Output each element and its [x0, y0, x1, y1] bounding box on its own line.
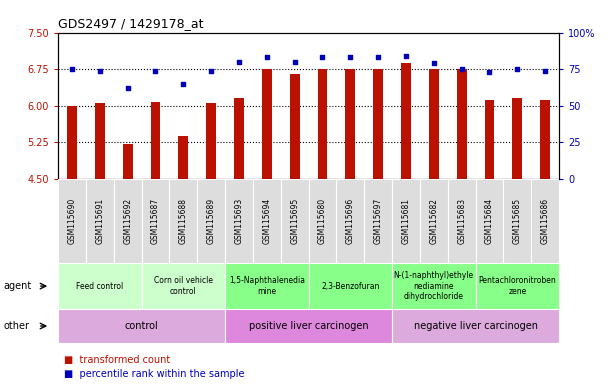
Text: GSM115681: GSM115681: [401, 198, 411, 244]
Bar: [392, 179, 420, 263]
Text: ■  transformed count: ■ transformed count: [64, 355, 170, 365]
Bar: [531, 179, 559, 263]
Bar: [513, 98, 522, 179]
Bar: [503, 179, 531, 263]
Bar: [123, 144, 133, 179]
Text: GSM115688: GSM115688: [179, 198, 188, 244]
Text: GDS2497 / 1429178_at: GDS2497 / 1429178_at: [58, 17, 203, 30]
Text: negative liver carcinogen: negative liver carcinogen: [414, 321, 538, 331]
Bar: [457, 69, 467, 179]
Point: [95, 68, 104, 74]
Text: 1,5-Naphthalenedia
mine: 1,5-Naphthalenedia mine: [229, 276, 305, 296]
Text: agent: agent: [3, 281, 31, 291]
Bar: [225, 179, 253, 263]
Bar: [290, 74, 299, 179]
Point: [123, 85, 133, 91]
Text: Corn oil vehicle
control: Corn oil vehicle control: [154, 276, 213, 296]
Text: GSM115686: GSM115686: [541, 198, 550, 244]
Bar: [429, 69, 439, 179]
Bar: [86, 179, 114, 263]
Text: N-(1-naphthyl)ethyle
nediamine
dihydrochloride: N-(1-naphthyl)ethyle nediamine dihydroch…: [393, 271, 474, 301]
Bar: [169, 179, 197, 263]
Point: [262, 55, 272, 61]
Text: GSM115682: GSM115682: [430, 198, 438, 244]
Bar: [309, 179, 337, 263]
Text: GSM115690: GSM115690: [67, 198, 76, 244]
Bar: [392, 309, 559, 343]
Bar: [207, 103, 216, 179]
Bar: [309, 263, 392, 309]
Bar: [420, 179, 448, 263]
Point: [207, 68, 216, 74]
Point: [429, 60, 439, 66]
Text: 2,3-Benzofuran: 2,3-Benzofuran: [321, 281, 379, 291]
Text: GSM115689: GSM115689: [207, 198, 216, 244]
Text: GSM115694: GSM115694: [262, 198, 271, 244]
Text: GSM115680: GSM115680: [318, 198, 327, 244]
Point: [234, 59, 244, 65]
Point: [457, 66, 467, 72]
Text: GSM115683: GSM115683: [457, 198, 466, 244]
Bar: [485, 100, 494, 179]
Bar: [364, 179, 392, 263]
Point: [485, 69, 494, 75]
Bar: [337, 179, 364, 263]
Bar: [225, 309, 392, 343]
Point: [540, 68, 550, 74]
Text: positive liver carcinogen: positive liver carcinogen: [249, 321, 368, 331]
Bar: [142, 179, 169, 263]
Text: other: other: [3, 321, 29, 331]
Text: GSM115696: GSM115696: [346, 198, 355, 244]
Bar: [392, 263, 475, 309]
Bar: [150, 102, 160, 179]
Text: GSM115691: GSM115691: [95, 198, 104, 244]
Bar: [67, 106, 77, 179]
Text: GSM115684: GSM115684: [485, 198, 494, 244]
Bar: [58, 263, 142, 309]
Text: GSM115695: GSM115695: [290, 198, 299, 244]
Bar: [142, 263, 225, 309]
Point: [513, 66, 522, 72]
Bar: [58, 309, 225, 343]
Bar: [253, 179, 280, 263]
Bar: [234, 98, 244, 179]
Bar: [540, 100, 550, 179]
Point: [345, 55, 355, 61]
Text: GSM115687: GSM115687: [151, 198, 160, 244]
Text: Pentachloronitroben
zene: Pentachloronitroben zene: [478, 276, 556, 296]
Text: GSM115697: GSM115697: [374, 198, 382, 244]
Bar: [475, 179, 503, 263]
Bar: [95, 103, 104, 179]
Text: GSM115693: GSM115693: [235, 198, 243, 244]
Bar: [114, 179, 142, 263]
Text: control: control: [125, 321, 158, 331]
Bar: [318, 69, 327, 179]
Bar: [225, 263, 309, 309]
Bar: [178, 136, 188, 179]
Point: [290, 59, 299, 65]
Bar: [262, 69, 272, 179]
Point: [401, 53, 411, 59]
Point: [373, 55, 383, 61]
Bar: [401, 63, 411, 179]
Bar: [280, 179, 309, 263]
Bar: [58, 179, 86, 263]
Text: ■  percentile rank within the sample: ■ percentile rank within the sample: [64, 369, 244, 379]
Point: [150, 68, 160, 74]
Point: [178, 81, 188, 87]
Point: [67, 66, 77, 72]
Bar: [448, 179, 475, 263]
Bar: [373, 69, 383, 179]
Bar: [197, 179, 225, 263]
Text: Feed control: Feed control: [76, 281, 123, 291]
Text: GSM115685: GSM115685: [513, 198, 522, 244]
Point: [318, 55, 327, 61]
Text: GSM115692: GSM115692: [123, 198, 132, 244]
Bar: [345, 69, 355, 179]
Bar: [475, 263, 559, 309]
